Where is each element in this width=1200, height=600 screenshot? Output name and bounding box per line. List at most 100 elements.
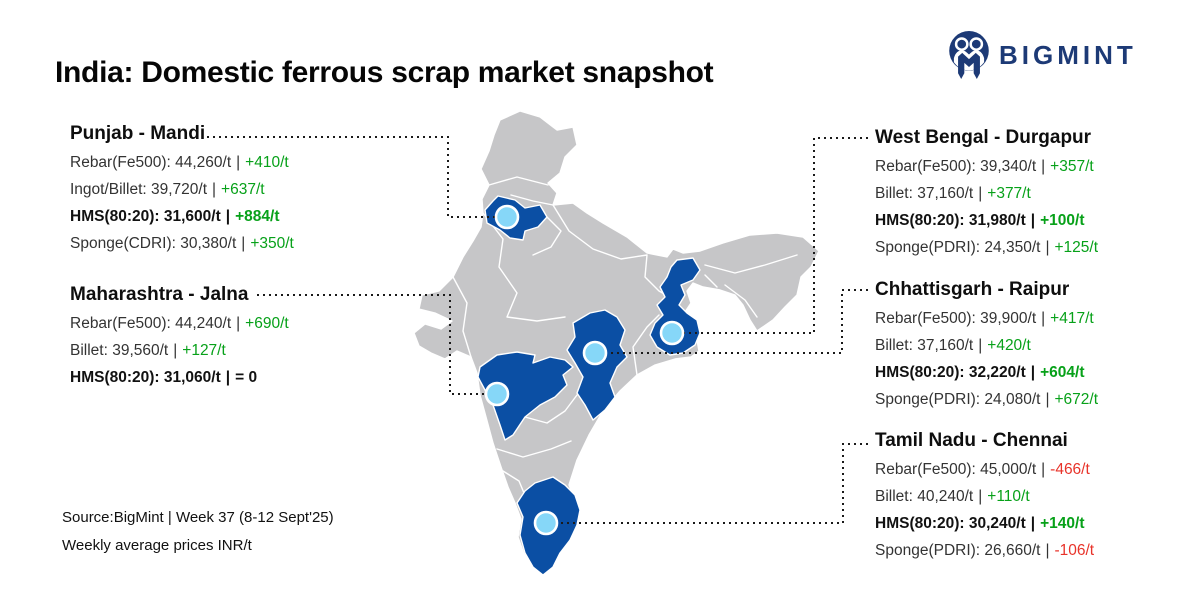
price-text: HMS(80:20): 31,600/t <box>70 208 221 225</box>
price-separator: | <box>225 369 231 386</box>
price-row: Rebar(Fe500): 39,900/t | +417/t <box>875 305 1098 332</box>
price-text: Billet: 40,240/t <box>875 488 974 505</box>
price-text: HMS(80:20): 32,220/t <box>875 364 1026 381</box>
price-row: Billet: 37,160/t | +420/t <box>875 332 1098 359</box>
price-change: = 0 <box>235 369 258 386</box>
price-separator: | <box>212 181 217 198</box>
price-text: Billet: 37,160/t <box>875 337 974 354</box>
price-separator: | <box>1045 391 1050 408</box>
price-change: +127/t <box>182 342 226 359</box>
price-separator: | <box>1041 158 1046 175</box>
state-maharashtra <box>477 351 574 441</box>
price-row: Billet: 39,560/t | +127/t <box>70 337 289 364</box>
price-separator: | <box>1030 364 1036 381</box>
source-note: Source:BigMint | Week 37 (8-12 Sept'25) <box>62 509 334 526</box>
price-row: Rebar(Fe500): 39,340/t | +357/t <box>875 153 1098 180</box>
callout-maharashtra-jalna: Maharashtra - Jalna Rebar(Fe500): 44,240… <box>70 282 289 391</box>
region-title: Punjab - Mandi <box>70 123 206 144</box>
price-change: +690/t <box>245 315 289 332</box>
price-row: Rebar(Fe500): 45,000/t | -466/t <box>875 456 1094 483</box>
price-text: Rebar(Fe500): 44,240/t <box>70 315 232 332</box>
price-text: HMS(80:20): 31,060/t <box>70 369 221 386</box>
price-separator: | <box>241 235 246 252</box>
region-title: Maharashtra - Jalna <box>70 284 249 305</box>
price-separator: | <box>1045 542 1050 559</box>
price-row: HMS(80:20): 32,220/t | +604/t <box>875 359 1098 386</box>
price-text: Sponge(PDRI): 24,350/t <box>875 239 1041 256</box>
price-row: Billet: 40,240/t | +110/t <box>875 483 1094 510</box>
price-row: Sponge(PDRI): 24,350/t | +125/t <box>875 234 1098 261</box>
price-row: HMS(80:20): 31,060/t | = 0 <box>70 364 289 391</box>
price-change: +140/t <box>1040 515 1085 532</box>
price-change: +110/t <box>987 488 1030 505</box>
price-separator: | <box>978 337 983 354</box>
price-row: Billet: 37,160/t | +377/t <box>875 180 1098 207</box>
price-change: +125/t <box>1054 239 1098 256</box>
price-row: HMS(80:20): 30,240/t | +140/t <box>875 510 1094 537</box>
callout-punjab-mandi: Punjab - Mandi Rebar(Fe500): 44,260/t | +4… <box>70 121 294 257</box>
price-text: HMS(80:20): 31,980/t <box>875 212 1026 229</box>
price-row: HMS(80:20): 31,980/t | +100/t <box>875 207 1098 234</box>
bigmint-logo: BIGMINT <box>948 30 1137 80</box>
price-change: +420/t <box>987 337 1031 354</box>
price-change: +884/t <box>235 208 280 225</box>
price-separator: | <box>225 208 231 225</box>
price-change: +350/t <box>250 235 294 252</box>
price-change: -106/t <box>1054 542 1095 559</box>
price-separator: | <box>173 342 178 359</box>
price-rows: Rebar(Fe500): 44,240/t | +690/t Billet: 39… <box>70 310 289 391</box>
price-rows: Rebar(Fe500): 44,260/t | +410/t Ingot/Bill… <box>70 149 294 257</box>
region-title: Chhattisgarh - Raipur <box>875 279 1070 300</box>
price-separator: | <box>1030 515 1036 532</box>
price-separator: | <box>1045 239 1050 256</box>
callout-tamil-nadu-chennai: Tamil Nadu - Chennai Rebar(Fe500): 45,00… <box>875 428 1094 564</box>
price-rows: Rebar(Fe500): 39,340/t | +357/t Billet: 37… <box>875 153 1098 261</box>
price-text: Rebar(Fe500): 44,260/t <box>70 154 232 171</box>
price-separator: | <box>236 154 241 171</box>
price-separator: | <box>236 315 241 332</box>
price-change: +637/t <box>221 181 265 198</box>
price-separator: | <box>978 488 983 505</box>
price-change: +604/t <box>1040 364 1085 381</box>
india-map <box>413 110 820 576</box>
price-text: Rebar(Fe500): 39,900/t <box>875 310 1037 327</box>
price-text: Rebar(Fe500): 39,340/t <box>875 158 1037 175</box>
price-rows: Rebar(Fe500): 45,000/t | -466/t Billet: 40… <box>875 456 1094 564</box>
price-change: +100/t <box>1040 212 1085 229</box>
price-separator: | <box>1041 461 1046 478</box>
region-title: West Bengal - Durgapur <box>875 127 1092 148</box>
price-text: Billet: 39,560/t <box>70 342 169 359</box>
price-row: Sponge(PDRI): 26,660/t | -106/t <box>875 537 1094 564</box>
price-text: HMS(80:20): 30,240/t <box>875 515 1026 532</box>
price-change: +357/t <box>1050 158 1094 175</box>
unit-note: Weekly average prices INR/t <box>62 537 252 554</box>
price-separator: | <box>1041 310 1046 327</box>
state-tamil-nadu <box>516 476 581 576</box>
price-change: +377/t <box>987 185 1031 202</box>
price-separator: | <box>1030 212 1036 229</box>
callout-west-bengal-durgapur: West Bengal - Durgapur Rebar(Fe500): 39,… <box>875 125 1098 261</box>
bigmint-logo-icon <box>949 31 989 79</box>
price-change: +672/t <box>1054 391 1098 408</box>
price-text: Sponge(PDRI): 24,080/t <box>875 391 1041 408</box>
price-text: Ingot/Billet: 39,720/t <box>70 181 208 198</box>
bigmint-logo-text: BIGMINT <box>999 39 1137 70</box>
price-separator: | <box>978 185 983 202</box>
price-row: HMS(80:20): 31,600/t | +884/t <box>70 203 294 230</box>
price-row: Ingot/Billet: 39,720/t | +637/t <box>70 176 294 203</box>
price-change: +410/t <box>245 154 289 171</box>
price-row: Sponge(CDRI): 30,380/t | +350/t <box>70 230 294 257</box>
callout-chhattisgarh-raipur: Chhattisgarh - Raipur Rebar(Fe500): 39,9… <box>875 277 1098 413</box>
price-change: +417/t <box>1050 310 1094 327</box>
price-text: Sponge(CDRI): 30,380/t <box>70 235 237 252</box>
price-row: Rebar(Fe500): 44,240/t | +690/t <box>70 310 289 337</box>
price-rows: Rebar(Fe500): 39,900/t | +417/t Billet: 37… <box>875 305 1098 413</box>
price-row: Sponge(PDRI): 24,080/t | +672/t <box>875 386 1098 413</box>
price-text: Rebar(Fe500): 45,000/t <box>875 461 1037 478</box>
region-title: Tamil Nadu - Chennai <box>875 430 1068 451</box>
price-row: Rebar(Fe500): 44,260/t | +410/t <box>70 149 294 176</box>
page-title: India: Domestic ferrous scrap market sna… <box>55 56 714 89</box>
price-change: -466/t <box>1050 461 1090 478</box>
price-text: Billet: 37,160/t <box>875 185 974 202</box>
